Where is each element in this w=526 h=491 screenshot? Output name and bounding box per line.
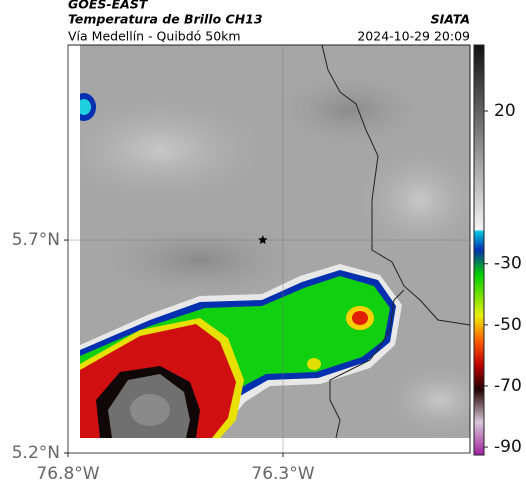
y-tick-label: 5.7°N [12,230,60,250]
colorbar-tick-label: -90 [494,437,522,457]
organization: SIATA [431,12,470,27]
location-marker [258,235,268,245]
colorbar [473,44,485,456]
x-tick-label: 76.3°W [251,464,314,484]
y-tick-label: 5.2°N [12,443,60,463]
colorbar-tick-label: 20 [494,101,516,121]
timestamp: 2024-10-29 20:09 [357,29,470,44]
satellite-image [80,45,470,438]
title: Temperatura de Brillo CH13 [68,12,263,27]
x-tick-label: 76.8°W [36,464,99,484]
source: GOES-EAST [68,0,149,12]
colorbar-tick-label: -50 [494,315,522,335]
subtitle: Vía Medellín - Quibdó 50km [68,29,241,44]
colorbar-tick-label: -70 [494,376,522,396]
colorbar-tick-label: -30 [494,254,522,274]
